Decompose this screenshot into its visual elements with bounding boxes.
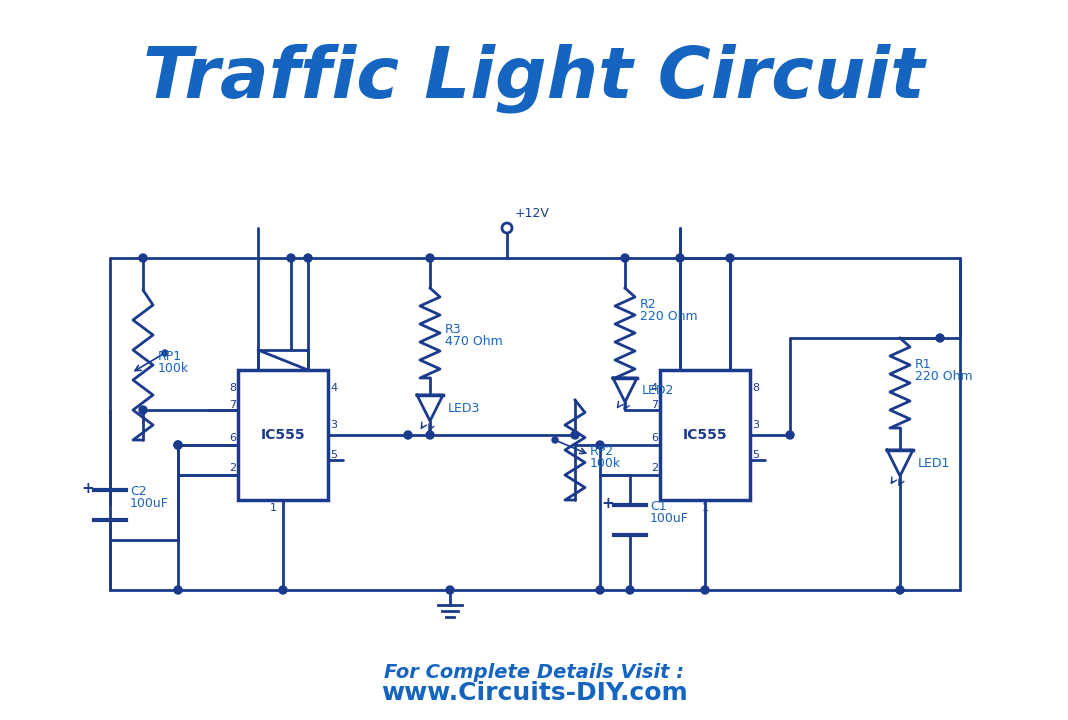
Text: 8: 8 xyxy=(752,383,759,393)
Text: LED1: LED1 xyxy=(918,456,951,469)
Text: LED2: LED2 xyxy=(642,384,674,397)
Circle shape xyxy=(304,254,312,262)
Text: C1: C1 xyxy=(650,500,666,513)
Circle shape xyxy=(139,254,147,262)
Circle shape xyxy=(162,350,168,356)
Circle shape xyxy=(446,586,454,594)
Text: 6: 6 xyxy=(651,433,658,443)
Circle shape xyxy=(174,441,182,449)
Text: 220 Ohm: 220 Ohm xyxy=(640,310,697,323)
Text: 100k: 100k xyxy=(590,457,622,470)
Circle shape xyxy=(287,254,295,262)
Circle shape xyxy=(621,254,629,262)
Circle shape xyxy=(786,431,794,439)
Text: 220 Ohm: 220 Ohm xyxy=(915,370,973,383)
Circle shape xyxy=(596,441,604,449)
Text: R2: R2 xyxy=(640,298,657,311)
Text: 100k: 100k xyxy=(158,362,189,375)
Circle shape xyxy=(139,406,147,414)
Text: 6: 6 xyxy=(229,433,236,443)
Text: 100uF: 100uF xyxy=(130,497,169,510)
Text: 1: 1 xyxy=(269,503,277,513)
Text: 1: 1 xyxy=(702,503,708,513)
Text: IC555: IC555 xyxy=(261,428,305,442)
Text: C2: C2 xyxy=(130,485,146,498)
Circle shape xyxy=(174,441,182,449)
Text: 4: 4 xyxy=(330,383,337,393)
Text: RP1: RP1 xyxy=(158,350,183,363)
Text: 7: 7 xyxy=(229,400,236,410)
Circle shape xyxy=(896,586,904,594)
Text: 2: 2 xyxy=(650,463,658,473)
Circle shape xyxy=(571,431,579,439)
Text: www.Circuits-DIY.com: www.Circuits-DIY.com xyxy=(380,681,688,705)
Bar xyxy=(660,370,750,500)
Text: R3: R3 xyxy=(445,323,461,336)
Circle shape xyxy=(676,254,684,262)
Text: For Complete Details Visit :: For Complete Details Visit : xyxy=(384,664,684,683)
Text: LED3: LED3 xyxy=(447,402,481,415)
Text: 4: 4 xyxy=(650,383,658,393)
Text: RP2: RP2 xyxy=(590,445,614,458)
Text: 8: 8 xyxy=(229,383,236,393)
Circle shape xyxy=(174,586,182,594)
Text: 470 Ohm: 470 Ohm xyxy=(445,335,503,348)
Text: 100uF: 100uF xyxy=(650,512,689,525)
Circle shape xyxy=(279,586,287,594)
Text: R1: R1 xyxy=(915,358,931,371)
Text: Traffic Light Circuit: Traffic Light Circuit xyxy=(143,43,925,113)
Circle shape xyxy=(701,586,709,594)
Circle shape xyxy=(596,586,604,594)
Circle shape xyxy=(404,431,412,439)
Text: +12V: +12V xyxy=(515,207,550,220)
Circle shape xyxy=(726,254,734,262)
Text: +: + xyxy=(81,480,94,495)
Text: 7: 7 xyxy=(650,400,658,410)
Circle shape xyxy=(552,437,557,443)
Bar xyxy=(238,370,328,500)
Circle shape xyxy=(626,586,634,594)
Text: 5: 5 xyxy=(330,450,337,460)
Text: 2: 2 xyxy=(229,463,236,473)
Text: 3: 3 xyxy=(752,420,759,430)
Text: IC555: IC555 xyxy=(682,428,727,442)
Circle shape xyxy=(426,431,434,439)
Circle shape xyxy=(426,254,434,262)
Text: +: + xyxy=(601,495,614,510)
Text: 3: 3 xyxy=(330,420,337,430)
Circle shape xyxy=(936,334,944,342)
Text: 5: 5 xyxy=(752,450,759,460)
